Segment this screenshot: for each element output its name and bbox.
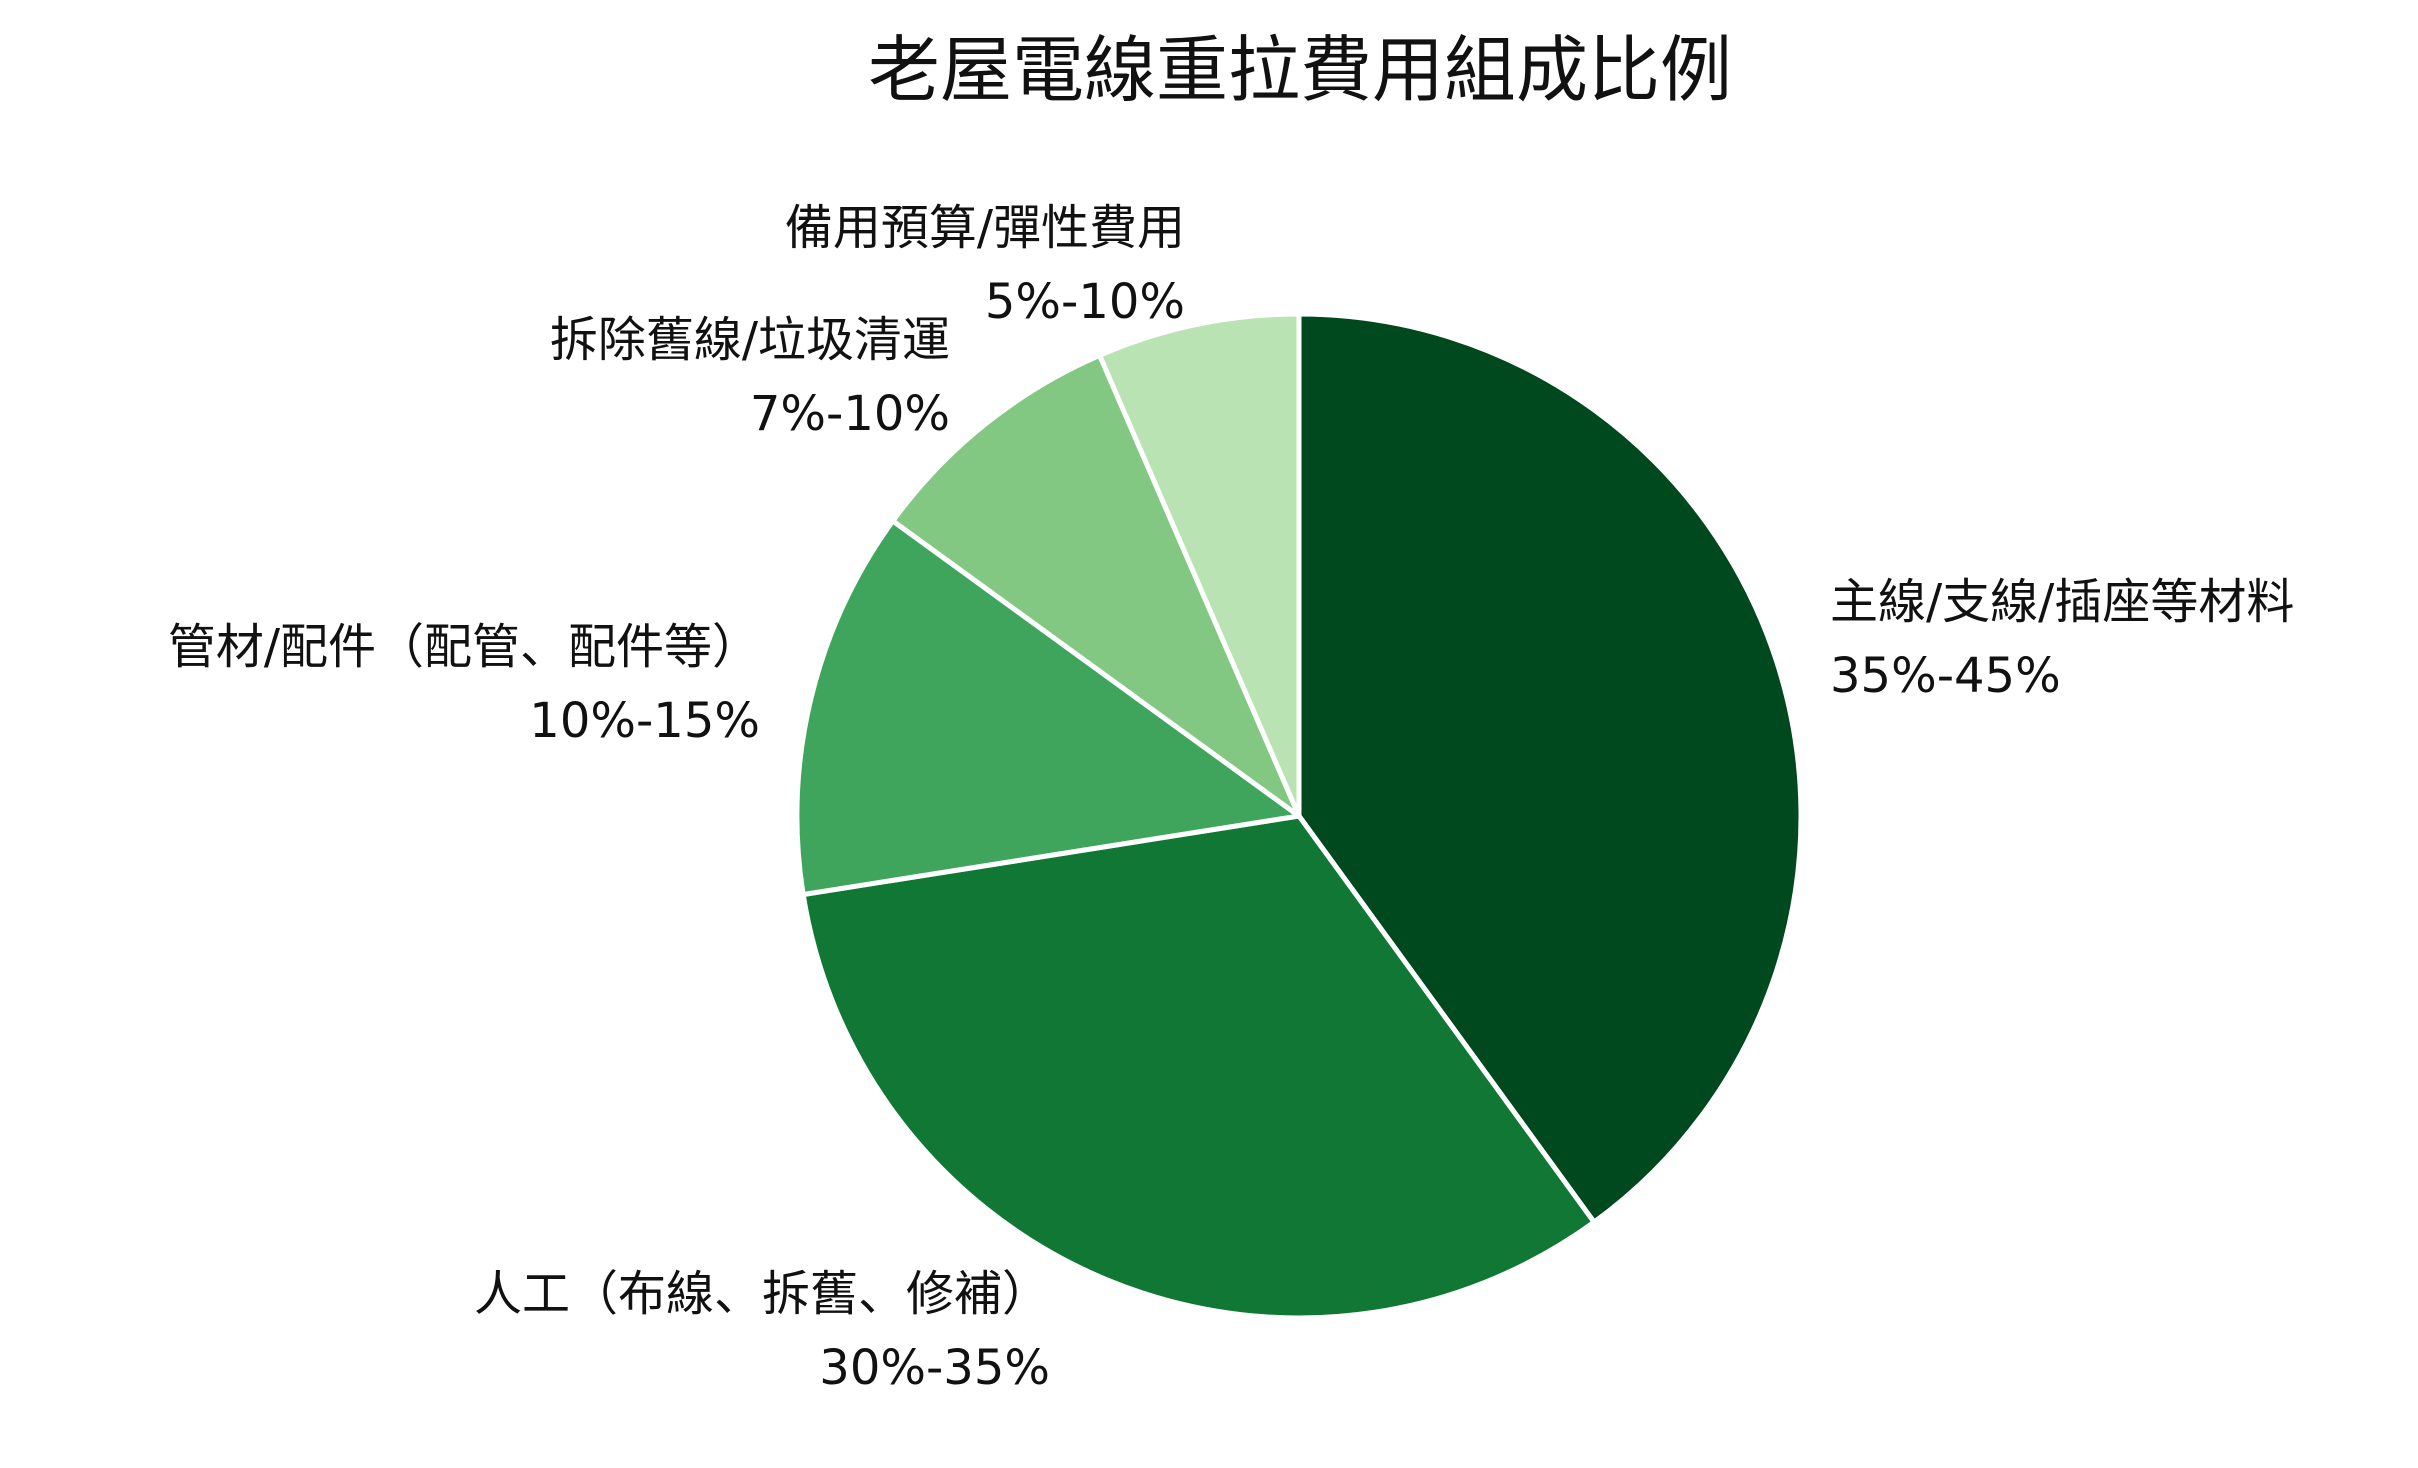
slice-label-2: 人工（布線、拆舊、修補）	[474, 1266, 1050, 1322]
slice-range-label-5: 5%-10%	[985, 274, 1185, 330]
pie-slice-5	[1097, 311, 1302, 819]
pie-slices	[794, 311, 1804, 1321]
slice-range-label-3: 10%-15%	[529, 693, 760, 749]
slice-label-1: 主線/支線/插座等材料	[1830, 574, 2294, 630]
slice-label-5: 備用預算/彈性費用	[785, 200, 1185, 256]
pie-slice-3	[794, 518, 1302, 898]
slice-label-3: 管材/配件（配管、配件等）	[168, 619, 760, 675]
pie-labels: 主線/支線/插座等材料 35%-45% 人工（布線、拆舊、修補） 30%-35% 管材/…	[168, 200, 2295, 1396]
slice-range-label-4: 7%-10%	[750, 386, 950, 442]
pie-slice-2	[800, 813, 1597, 1321]
slice-label-4: 拆除舊線/垃圾清運	[550, 312, 950, 368]
chart-title: 老屋電線重拉費用組成比例	[868, 28, 1732, 112]
pie-slice-1	[1296, 311, 1804, 1225]
slice-range-label-2: 30%-35%	[819, 1340, 1050, 1396]
pie-slice-4	[890, 352, 1302, 819]
slice-range-label-1: 35%-45%	[1830, 648, 2061, 704]
